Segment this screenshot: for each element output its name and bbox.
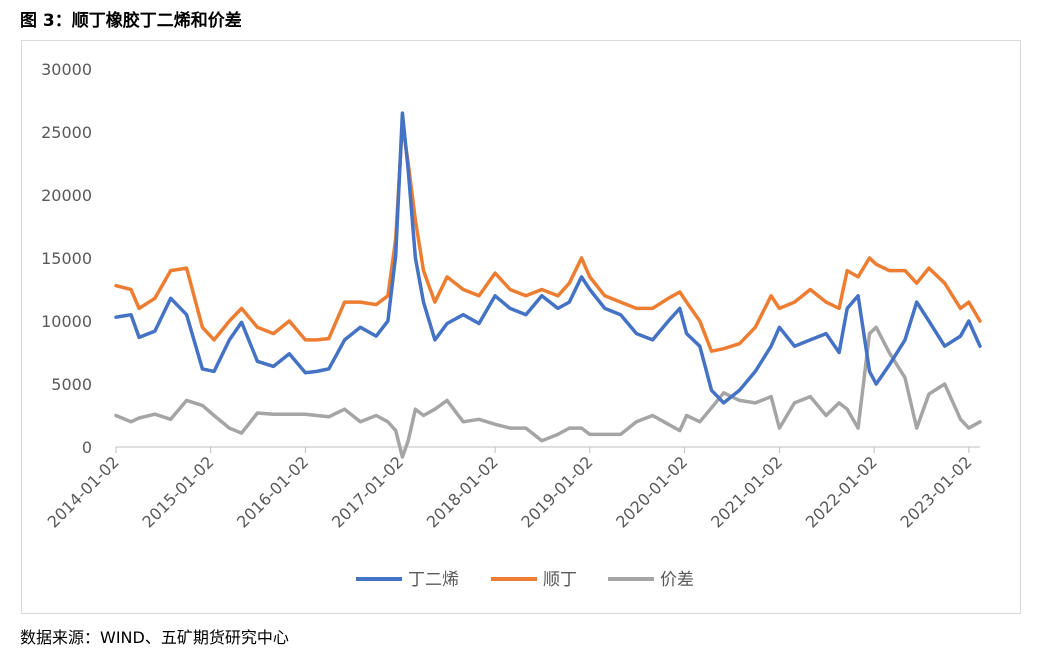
x-axis: 2014-01-02 2015-01-02 2016-01-02 2017-01-02… bbox=[44, 446, 980, 532]
y-tick-label: 25000 bbox=[41, 123, 92, 142]
x-tick-label: 2021-01-02 bbox=[707, 452, 786, 531]
y-tick-label: 0 bbox=[82, 438, 92, 457]
legend-label-br-rubber: 顺丁 bbox=[543, 570, 577, 590]
data-source: 数据来源：WIND、五矿期货研究中心 bbox=[20, 628, 289, 647]
figure-title: 图 3：顺丁橡胶丁二烯和价差 bbox=[20, 11, 242, 31]
y-tick-label: 30000 bbox=[41, 60, 92, 79]
y-tick-label: 5000 bbox=[51, 375, 92, 394]
y-tick-label: 20000 bbox=[41, 186, 92, 205]
x-tick-label: 2019-01-02 bbox=[517, 452, 596, 531]
plot-lines bbox=[114, 111, 982, 459]
series-line-butadiene bbox=[114, 111, 982, 405]
x-tick-label: 2014-01-02 bbox=[44, 452, 123, 531]
legend-label-butadiene: 丁二烯 bbox=[408, 570, 459, 590]
y-axis: 0 5000 10000 15000 20000 25000 30000 bbox=[41, 60, 92, 457]
line-chart: 0 5000 10000 15000 20000 25000 30000 2014-01-0… bbox=[41, 60, 982, 590]
x-tick-label: 2018-01-02 bbox=[423, 452, 502, 531]
x-tick-label: 2015-01-02 bbox=[138, 452, 217, 531]
legend-label-spread: 价差 bbox=[660, 570, 694, 590]
legend: 丁二烯 顺丁 价差 bbox=[356, 570, 694, 590]
series-line-spread bbox=[114, 325, 982, 459]
y-tick-label: 15000 bbox=[41, 249, 92, 268]
x-tick-label: 2022-01-02 bbox=[802, 452, 881, 531]
x-tick-label: 2016-01-02 bbox=[233, 452, 312, 531]
x-tick-label: 2017-01-02 bbox=[328, 452, 407, 531]
chart-area: 0 5000 10000 15000 20000 25000 30000 2014-01-0… bbox=[21, 40, 1021, 614]
y-tick-label: 10000 bbox=[41, 312, 92, 331]
series-line-br-rubber bbox=[114, 121, 982, 353]
x-tick-label: 2020-01-02 bbox=[612, 452, 691, 531]
x-tick-label: 2023-01-02 bbox=[896, 452, 975, 531]
